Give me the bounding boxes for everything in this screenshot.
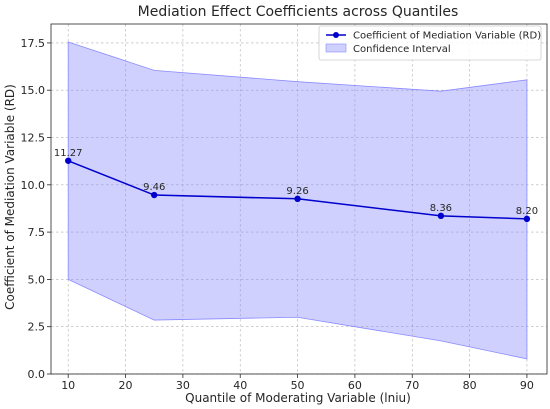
data-label: 9.46 bbox=[143, 182, 165, 193]
x-tick-label: 70 bbox=[405, 379, 419, 392]
y-tick-label: 7.5 bbox=[28, 226, 46, 239]
x-tick-label: 20 bbox=[119, 379, 133, 392]
x-tick-label: 80 bbox=[463, 379, 477, 392]
x-tick-label: 90 bbox=[520, 379, 534, 392]
y-tick-label: 15.0 bbox=[21, 84, 46, 97]
x-axis-label: Quantile of Moderating Variable (lniu) bbox=[185, 391, 411, 405]
data-point bbox=[523, 215, 531, 223]
x-axis-ticks: 10 20 30 40 50 60 70 80 90 bbox=[61, 374, 534, 392]
y-tick-label: 17.5 bbox=[21, 37, 46, 50]
data-point bbox=[437, 212, 445, 220]
y-tick-label: 2.5 bbox=[28, 321, 46, 334]
x-tick-label: 60 bbox=[348, 379, 362, 392]
x-tick-label: 10 bbox=[61, 379, 75, 392]
y-axis-ticks: 0.0 2.5 5.0 7.5 10.0 12.5 15.0 17.5 bbox=[21, 37, 51, 381]
legend: Coefficient of Mediation Variable (RD) C… bbox=[318, 25, 542, 61]
legend-frame bbox=[318, 25, 542, 61]
legend-ci-swatch bbox=[325, 43, 347, 53]
y-tick-label: 10.0 bbox=[21, 179, 46, 192]
data-label: 11.27 bbox=[54, 148, 83, 159]
y-axis-label: Coefficient of Mediation Variable (RD) bbox=[3, 84, 17, 310]
legend-ci-label: Confidence Interval bbox=[353, 44, 451, 55]
x-tick-label: 40 bbox=[233, 379, 247, 392]
data-label: 8.20 bbox=[516, 206, 538, 217]
y-tick-label: 5.0 bbox=[28, 273, 46, 286]
data-labels: 11.27 9.46 9.26 8.36 8.20 bbox=[54, 148, 538, 217]
data-point bbox=[65, 157, 72, 164]
y-tick-label: 12.5 bbox=[21, 132, 46, 145]
data-label: 8.36 bbox=[430, 203, 452, 214]
y-tick-label: 0.0 bbox=[28, 368, 46, 381]
series-layer bbox=[65, 157, 531, 223]
chart-title: Mediation Effect Coefficients across Qua… bbox=[138, 4, 459, 20]
legend-marker-swatch bbox=[333, 32, 339, 38]
x-tick-label: 50 bbox=[291, 379, 305, 392]
data-point bbox=[294, 195, 301, 203]
plot-frame bbox=[50, 23, 548, 375]
legend-series-label: Coefficient of Mediation Variable (RD) bbox=[353, 31, 541, 42]
data-label: 9.26 bbox=[286, 186, 308, 197]
data-point bbox=[151, 191, 158, 199]
x-tick-label: 30 bbox=[176, 379, 190, 392]
